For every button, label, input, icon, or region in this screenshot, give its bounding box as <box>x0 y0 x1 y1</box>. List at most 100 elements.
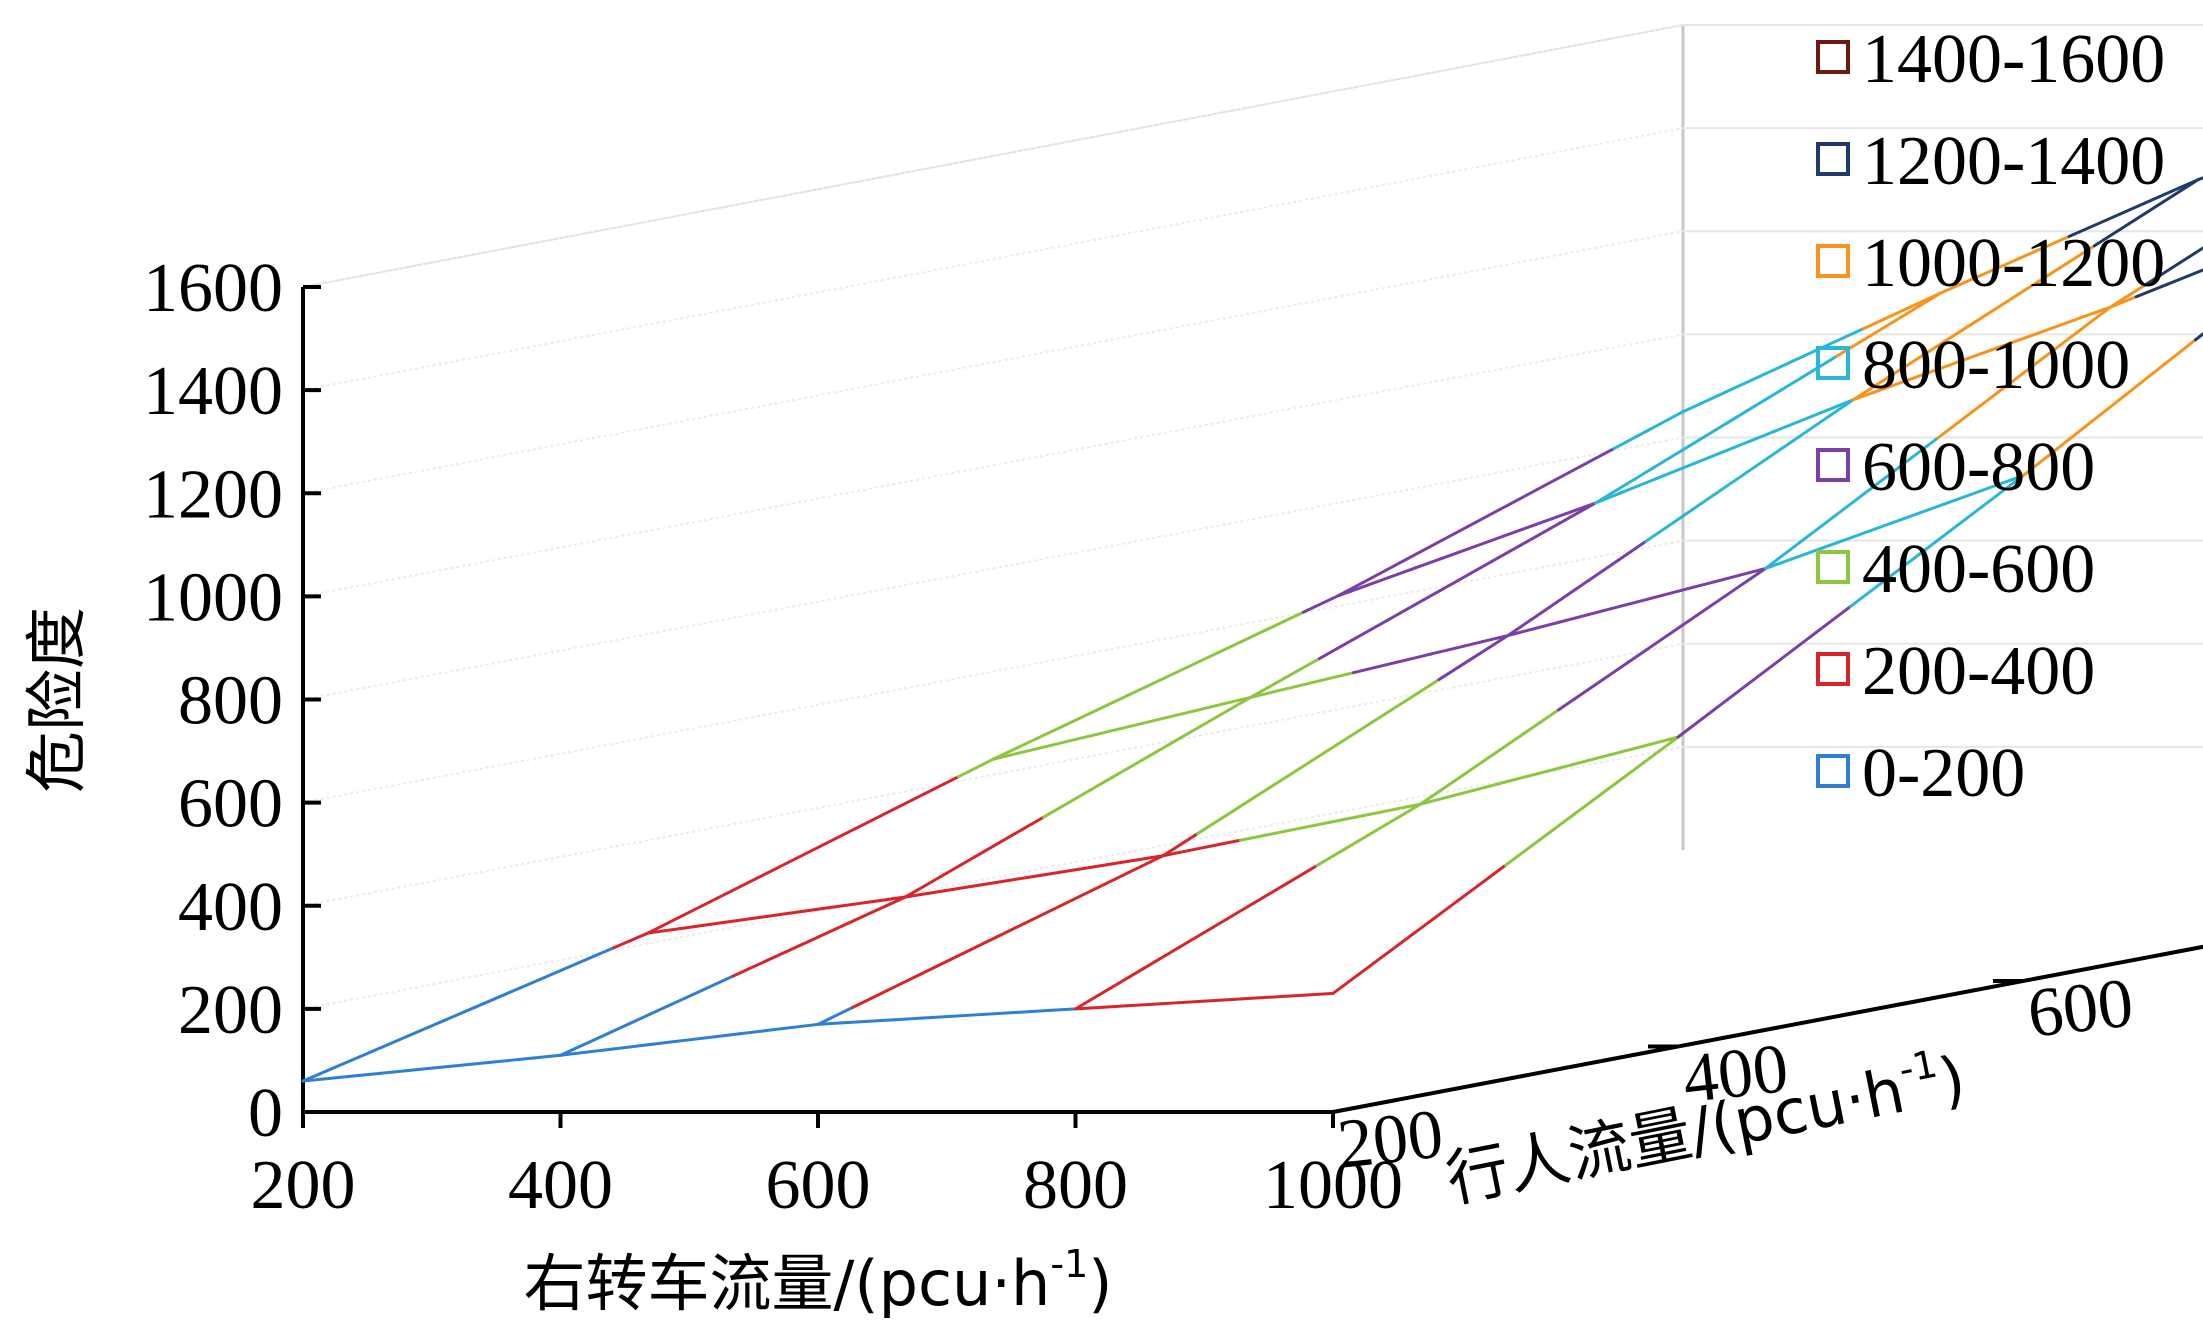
legend-label: 1400-1600 <box>1862 21 2165 98</box>
surface-mesh-segment <box>1647 410 1685 432</box>
side-wall-gridline <box>302 230 1684 495</box>
surface-mesh-segment <box>1870 312 1908 337</box>
surface-mesh-segment <box>430 1064 459 1070</box>
surface-mesh-segment <box>1626 637 1664 665</box>
surface-mesh-segment <box>1607 761 1645 790</box>
surface-mesh-segment <box>1918 526 1956 556</box>
surface-mesh-segment <box>662 1038 691 1045</box>
legend-swatch <box>1816 40 1850 74</box>
surface-mesh-segment <box>1187 843 1216 853</box>
x-axis-title: 右转车流量/(pcu·h-1) <box>524 1242 1113 1320</box>
surface-mesh-segment <box>1628 459 1666 484</box>
y-tick-label: 200 <box>1334 1095 1447 1183</box>
surface-mesh-segment <box>989 921 1027 942</box>
legend-label: 1200-1400 <box>1862 123 2165 200</box>
surface-mesh-segment <box>1971 383 2009 414</box>
surface-mesh-segment <box>851 989 889 1009</box>
surface-mesh-segment <box>1892 511 1922 524</box>
surface-mesh-segment <box>2125 365 2163 396</box>
surface-mesh-segment <box>1789 548 1819 561</box>
legend-label: 800-1000 <box>1862 327 2130 404</box>
surface-mesh-segment <box>1171 708 1201 718</box>
y-tick-label: 600 <box>2024 964 2137 1052</box>
surface-mesh-segment <box>1161 832 1199 858</box>
surface-mesh-segment <box>1538 812 1576 842</box>
surface-mesh-segment <box>378 1069 408 1075</box>
surface-mesh-segment <box>1522 708 1560 735</box>
surface-mesh-segment <box>697 974 735 994</box>
surface-mesh-segment <box>868 1018 897 1023</box>
surface-mesh-segment <box>1368 700 1406 726</box>
surface-mesh-segment <box>893 1016 923 1022</box>
surface-mesh-segment <box>1835 333 1873 358</box>
surface-mesh-segment <box>1798 514 1836 544</box>
surface-mesh-segment <box>2074 305 2112 335</box>
surface-mesh-segment <box>2159 338 2197 369</box>
surface-mesh-segment <box>1213 838 1242 847</box>
surface-mesh-segment <box>904 891 933 899</box>
z-tick-label: 600 <box>178 766 283 843</box>
surface-mesh-segment <box>1902 436 1940 466</box>
surface-mesh-segment <box>1644 516 1682 543</box>
surface-mesh-segment <box>662 990 700 1010</box>
surface-mesh-segment <box>1127 854 1165 875</box>
surface-mesh-segment <box>1867 520 1896 533</box>
surface-mesh-segment <box>1877 379 1906 393</box>
surface-mesh-segment <box>1302 594 1340 614</box>
surface-mesh-segment <box>2109 283 2147 309</box>
surface-mesh-segment <box>1384 802 1422 827</box>
surface-mesh-segment <box>1516 520 1546 533</box>
surface-mesh <box>301 176 2203 1083</box>
surface-mesh-segment <box>1074 986 1112 1011</box>
surface-mesh-segment <box>749 913 779 921</box>
surface-mesh-segment <box>715 879 753 900</box>
surface-mesh-segment <box>1316 818 1345 827</box>
surface-mesh-segment <box>405 1020 443 1039</box>
surface-mesh-segment <box>1532 620 1561 631</box>
surface-mesh-segment <box>1671 460 1700 474</box>
surface-mesh-segment <box>1197 702 1227 712</box>
surface-mesh-segment <box>1547 762 1577 773</box>
surface-mesh-segment <box>2040 331 2078 361</box>
surface-mesh-segment <box>739 1029 768 1036</box>
surface-mesh-segment <box>784 844 822 866</box>
surface-mesh-segment <box>1594 480 1632 505</box>
surface-mesh-segment <box>1202 998 1232 1003</box>
surface-mesh-segment <box>698 920 727 928</box>
surface-mesh-segment <box>1496 775 1525 786</box>
surface-mesh-segment <box>1469 863 1507 893</box>
surface-mesh-segment <box>1164 659 1202 680</box>
surface-mesh-segment <box>922 775 960 796</box>
surface-mesh-segment <box>1095 692 1133 712</box>
surface-mesh-segment <box>2160 274 2190 288</box>
surface-mesh-segment <box>1254 995 1283 1000</box>
surface-mesh-segment <box>1274 683 1304 693</box>
surface-mesh-segment <box>1455 640 1484 650</box>
surface-mesh-segment <box>2119 200 2148 216</box>
surface-mesh-segment <box>1400 915 1438 944</box>
surface-mesh-segment <box>945 1013 974 1019</box>
surface-mesh-segment <box>885 972 923 993</box>
surface-mesh-segment <box>1557 684 1595 712</box>
surface-mesh-segment <box>1084 862 1113 870</box>
surface-mesh-segment <box>1177 925 1215 949</box>
surface-mesh-segment <box>1928 361 1958 374</box>
surface-mesh-segment <box>1745 657 1783 687</box>
surface-mesh-segment <box>301 1064 339 1083</box>
surface-mesh-segment <box>1660 614 1698 641</box>
surface-mesh-segment <box>816 1005 854 1026</box>
surface-mesh-segment <box>954 938 992 959</box>
surface-mesh-segment <box>1249 676 1287 699</box>
surface-mesh-segment <box>981 878 1010 887</box>
surface-mesh-segment <box>1573 786 1611 816</box>
surface-mesh-segment <box>713 1032 743 1039</box>
legend-swatch <box>1816 448 1850 482</box>
surface-mesh-segment <box>826 902 856 910</box>
surface-mesh-segment <box>1074 1005 1103 1011</box>
surface-mesh-segment <box>1283 657 1321 680</box>
surface-mesh-segment <box>1952 500 1990 530</box>
surface-mesh-segment <box>2093 222 2131 248</box>
surface-mesh-segment <box>1679 492 1717 520</box>
surface-mesh-segment <box>2178 246 2203 265</box>
